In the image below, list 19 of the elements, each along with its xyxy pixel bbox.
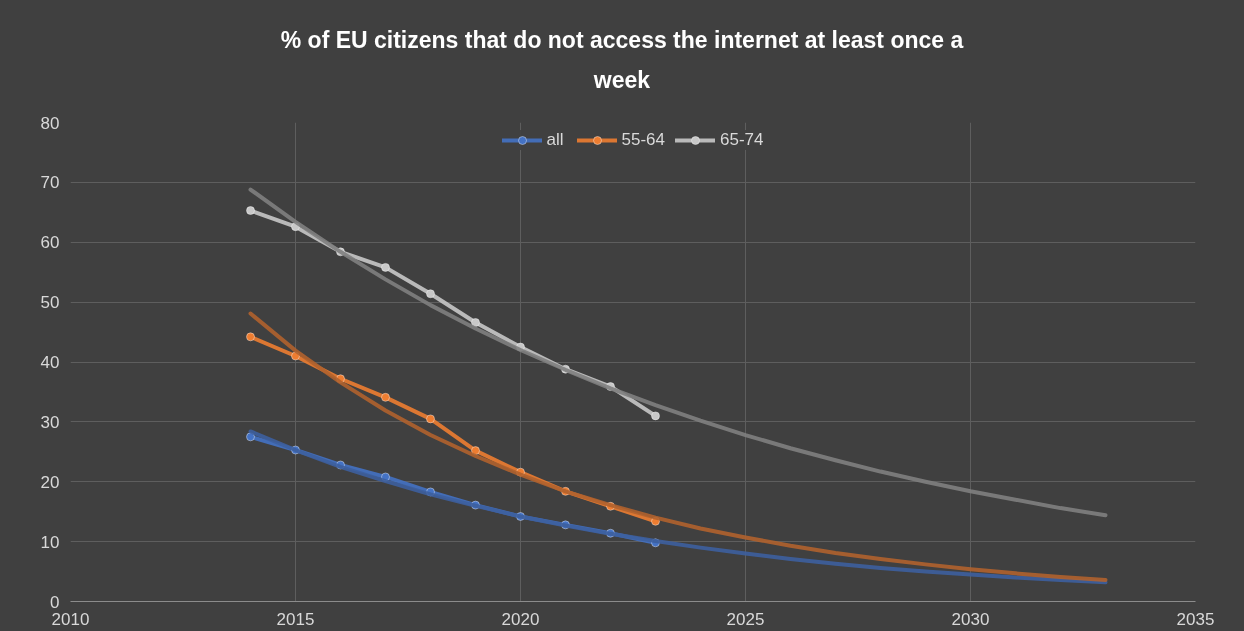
legend-label: 55-64 (621, 130, 665, 150)
x-tick-label: 2015 (276, 609, 315, 629)
y-tick-label: 40 (40, 353, 60, 372)
legend-label: all (546, 130, 565, 150)
y-tick-label: 20 (40, 472, 60, 492)
x-tick-label: 2035 (1176, 609, 1215, 629)
x-tick-label: 2030 (951, 609, 990, 629)
y-tick-label: 50 (40, 293, 60, 313)
y-tick-label: 80 (40, 113, 60, 133)
legend-label: 65-74 (720, 130, 764, 150)
x-tick-label: 2025 (726, 609, 765, 629)
y-tick-label: 10 (40, 532, 60, 552)
chart-title: % of EU citizens that do not access the internet at least once a week (280, 26, 964, 95)
x-tick-label: 2020 (501, 609, 540, 629)
y-tick-label: 30 (40, 412, 60, 432)
y-tick-label: 70 (40, 173, 60, 193)
y-tick-label: 60 (40, 233, 60, 253)
y-tick-label: 0 (50, 592, 60, 612)
x-tick-label: 2010 (51, 609, 90, 629)
